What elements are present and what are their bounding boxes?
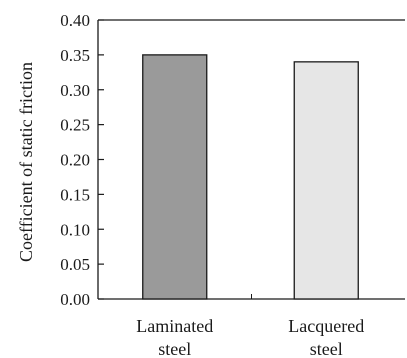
x-axis-labels: Laminated steel Lacquered steel xyxy=(136,294,364,358)
bars xyxy=(142,54,359,300)
x-category-label-line1: Laminated xyxy=(136,316,213,336)
y-tick-label: 0.40 xyxy=(60,11,90,30)
y-axis-ticks: 0.00 0.05 0.10 0.15 0.20 0.25 0.30 0.35 0.40 xyxy=(60,11,104,309)
x-category-label-line2: steel xyxy=(310,339,343,358)
x-category-label-line1: Lacquered xyxy=(288,316,364,336)
y-tick-label: 0.15 xyxy=(60,185,90,204)
y-axis-title: Coefficient of static friction xyxy=(16,62,36,262)
y-tick-label: 0.30 xyxy=(60,81,90,100)
y-tick-label: 0.35 xyxy=(60,46,90,65)
y-tick-label: 0.20 xyxy=(60,151,90,170)
bar-2 xyxy=(293,61,359,300)
y-tick-label: 0.00 xyxy=(60,290,90,309)
x-category-label-line2: steel xyxy=(158,339,191,358)
y-tick-label: 0.25 xyxy=(60,116,90,135)
bar-1 xyxy=(142,54,208,300)
y-tick-label: 0.05 xyxy=(60,255,90,274)
y-tick-label: 0.10 xyxy=(60,220,90,239)
